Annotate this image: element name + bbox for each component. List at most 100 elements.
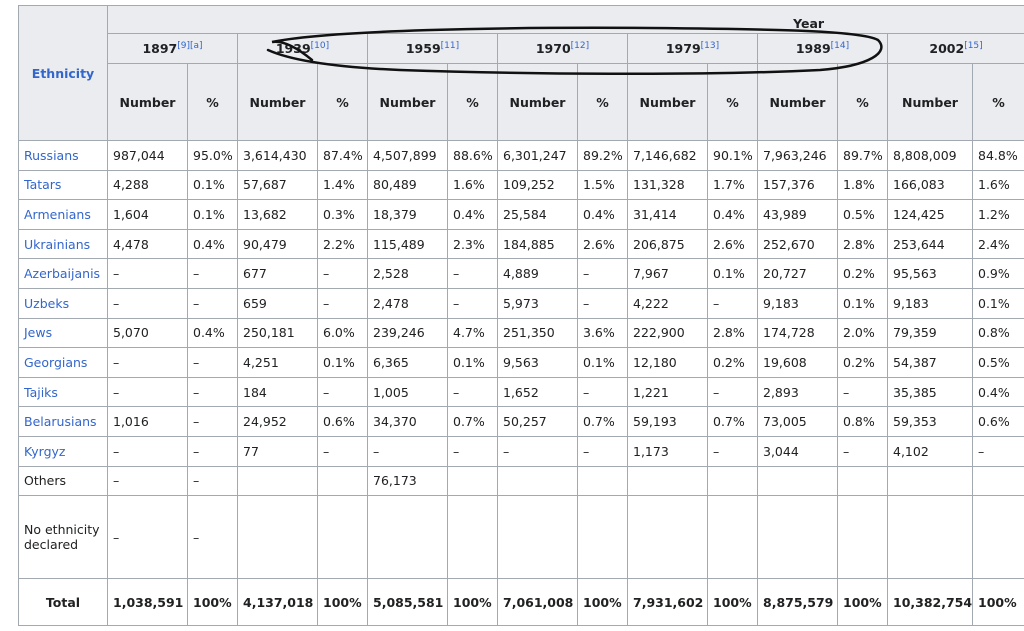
percent-cell: 100% (187, 578, 238, 627)
percent-cell: – (187, 406, 238, 437)
year: 1897 (142, 41, 178, 57)
year-ref[interactable]: [9][a] (177, 40, 203, 51)
number-header: Number (237, 63, 318, 141)
percent-cell: – (447, 435, 498, 467)
number-cell: 174,728 (757, 317, 838, 349)
ethnicity-header-link[interactable]: Ethnicity (31, 65, 95, 81)
number-cell: 239,246 (367, 317, 448, 349)
number-cell: 43,989 (757, 199, 838, 230)
year: 1989 (795, 41, 831, 57)
percent-cell: 1.6% (971, 169, 1024, 201)
percent-cell: 0.5% (837, 199, 888, 230)
number-cell: 184 (237, 376, 318, 408)
number-cell (627, 465, 708, 497)
number-cell: 124,425 (887, 199, 973, 230)
number-cell: – (107, 258, 188, 289)
percent-cell: 0.4% (187, 317, 238, 349)
year-ref[interactable]: [14] (830, 40, 850, 51)
year-ref[interactable]: [11] (440, 40, 460, 51)
percent-cell: 0.1% (317, 347, 368, 378)
number-header: Number (497, 63, 578, 141)
number-cell: 1,221 (627, 376, 708, 408)
number-cell: 31,414 (627, 199, 708, 230)
percent-header: % (707, 63, 758, 141)
number-cell: 7,061,008 (497, 578, 578, 627)
percent-cell: – (187, 347, 238, 378)
number-cell: 34,370 (367, 406, 448, 437)
number-cell: – (107, 376, 188, 408)
year-ref[interactable]: [13] (700, 40, 720, 51)
number-cell: 4,137,018 (237, 578, 318, 627)
percent-cell (447, 465, 498, 497)
number-cell (237, 465, 318, 497)
percent-cell: 1.2% (971, 199, 1024, 230)
percent-cell: 0.2% (837, 347, 888, 378)
percent-cell: – (447, 258, 498, 289)
number-cell: 5,070 (107, 317, 188, 349)
year: 1939 (275, 41, 311, 57)
percent-cell: 0.4% (447, 199, 498, 230)
ethnicity-link[interactable]: Jews (24, 325, 53, 341)
year-ref[interactable]: [10] (310, 40, 330, 51)
ethnicity-cell: Azerbaijanis (18, 258, 108, 289)
number-cell: 35,385 (887, 376, 973, 408)
percent-cell: 100% (577, 578, 628, 627)
ethnicity-link[interactable]: Russians (24, 147, 79, 163)
number-cell: 2,478 (367, 287, 448, 319)
number-cell (627, 495, 708, 580)
data-row: Others – –76,173 (18, 465, 1024, 497)
number-cell: 5,085,581 (367, 578, 448, 627)
percent-cell: 3.6% (577, 317, 628, 349)
number-cell: 95,563 (887, 258, 973, 289)
ethnicity-link[interactable]: Azerbaijanis (24, 266, 101, 282)
percent-cell: 0.4% (707, 199, 758, 230)
percent-cell: 2.4% (971, 228, 1024, 260)
percent-cell: 95.0% (187, 140, 238, 171)
percent-cell: 0.1% (707, 258, 758, 289)
number-cell: 1,038,591 (107, 578, 188, 627)
percent-cell: 0.1% (187, 199, 238, 230)
percent-cell (577, 465, 628, 497)
number-cell: 677 (237, 258, 318, 289)
ethnicity-link[interactable]: Armenians (24, 206, 91, 222)
number-cell: 6,301,247 (497, 140, 578, 171)
percent-cell: 0.9% (971, 258, 1024, 289)
ethnicity-link[interactable]: Georgians (24, 354, 88, 370)
percent-cell: 0.2% (837, 258, 888, 289)
percent-cell: – (707, 435, 758, 467)
year-ref[interactable]: [15] (964, 40, 983, 51)
ethnicity-link[interactable]: Tajiks (24, 384, 58, 400)
percent-cell (971, 495, 1024, 580)
number-header: Number (107, 63, 188, 141)
data-row: Russians 987,044 95.0% 3,614,430 87.4% 4,507,… (18, 140, 1024, 171)
subheader-row: Number% Number% Number% Number% Number% Numbe… (19, 63, 1024, 141)
number-cell: 4,251 (237, 347, 318, 378)
percent-cell: – (837, 435, 888, 467)
percent-cell: – (971, 435, 1024, 467)
year-ref[interactable]: [12] (570, 40, 590, 51)
percent-cell: – (577, 435, 628, 467)
percent-cell: – (317, 287, 368, 319)
ethnicity-link[interactable]: Kyrgyz (24, 443, 66, 459)
ethnicity-link[interactable]: Tatars (24, 177, 62, 193)
percent-cell: 89.2% (577, 140, 628, 171)
number-cell: 25,584 (497, 199, 578, 230)
percent-cell: 100% (447, 578, 498, 627)
ethnicity-link[interactable]: Belarusians (24, 414, 97, 430)
ethnicity-cell: Ukrainians (18, 228, 108, 260)
percent-cell (837, 465, 888, 497)
number-header: Number (367, 63, 448, 141)
number-cell: – (107, 465, 188, 497)
percent-cell: 0.1% (187, 169, 238, 201)
number-cell: 4,288 (107, 169, 188, 201)
ethnicity-link[interactable]: Ukrainians (24, 236, 91, 252)
number-cell: 77 (237, 435, 318, 467)
percent-cell (971, 465, 1024, 497)
number-cell: – (107, 287, 188, 319)
number-cell: 18,379 (367, 199, 448, 230)
ethnicity-header: Ethnicity (18, 5, 108, 141)
ethnicity-link[interactable]: Uzbeks (24, 295, 70, 311)
percent-cell: 100% (707, 578, 758, 627)
number-cell: 157,376 (757, 169, 838, 201)
percent-cell: 1.7% (707, 169, 758, 201)
